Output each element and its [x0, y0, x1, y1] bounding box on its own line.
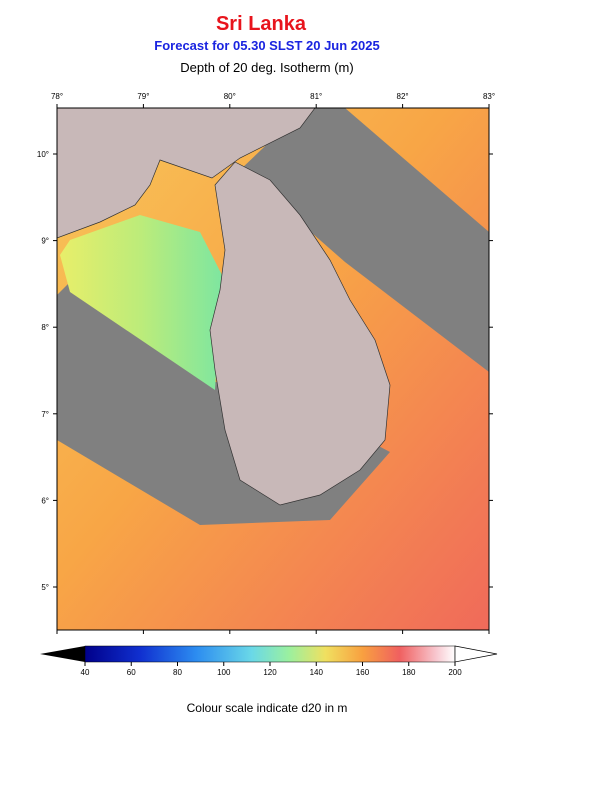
no-data-band: [240, 108, 489, 372]
india: [56, 107, 316, 239]
gulf-field: [60, 215, 222, 390]
lon-label: 81°: [310, 92, 322, 101]
lon-label: 78°: [51, 92, 63, 101]
colorbar-tick-label: 100: [217, 668, 231, 677]
colorbar-high: [454, 645, 498, 663]
subtitle: Forecast for 05.30 SLST 20 Jun 2025: [154, 38, 379, 53]
colorbar-tick-label: 180: [402, 668, 416, 677]
colorbar-tick-label: 140: [310, 668, 324, 677]
lat-label: 10°: [37, 150, 49, 159]
lon-label: 80°: [224, 92, 236, 101]
lat-label: 7°: [41, 410, 49, 419]
lat-label: 5°: [41, 583, 49, 592]
colorbar-low: [40, 646, 85, 662]
lat-label: 8°: [41, 323, 49, 332]
map: 78° 79° 80° 81° 82° 83° 10° 9° 8° 7° 6° 5°: [37, 92, 495, 634]
colorbar-tick-label: 80: [173, 668, 182, 677]
lat-label: 9°: [41, 237, 49, 246]
caption: Colour scale indicate d20 in m: [187, 701, 348, 715]
colorbar-tick-label: 160: [356, 668, 370, 677]
lon-label: 79°: [137, 92, 149, 101]
colorbar-tick-label: 200: [448, 668, 462, 677]
colorbar: 40 60 80 100 120 140 160 180 200: [40, 645, 498, 677]
lon-label: 83°: [483, 92, 495, 101]
colorbar-tick-label: 40: [81, 668, 90, 677]
title: Sri Lanka: [216, 13, 307, 35]
colorbar-tick-label: 120: [263, 668, 277, 677]
lat-label: 6°: [41, 496, 49, 505]
frame: [56, 107, 490, 631]
colorbar-bar: [84, 645, 456, 663]
lon-label: 82°: [397, 92, 409, 101]
sri-lanka: [209, 161, 391, 506]
colorbar-tick-label: 60: [127, 668, 136, 677]
variable: Depth of 20 deg. Isotherm (m): [180, 60, 353, 75]
